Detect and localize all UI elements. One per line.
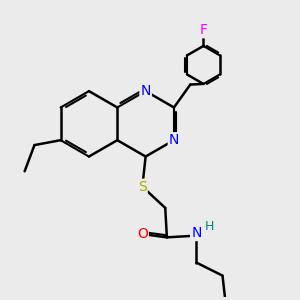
Text: S: S — [138, 180, 147, 194]
Text: O: O — [137, 227, 148, 241]
Text: N: N — [140, 84, 151, 98]
Text: H: H — [205, 220, 214, 233]
Text: F: F — [200, 23, 207, 37]
Text: N: N — [191, 226, 202, 240]
Text: N: N — [169, 133, 179, 147]
